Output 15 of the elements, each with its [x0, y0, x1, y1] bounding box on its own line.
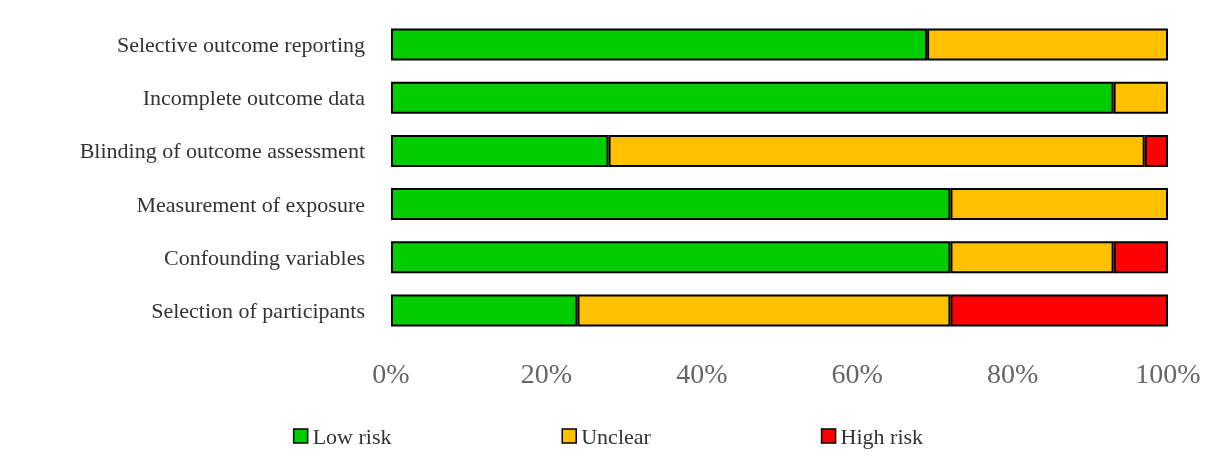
x-tick-label: 0% [372, 357, 410, 389]
y-tick-label: Selective outcome reporting [116, 32, 365, 58]
x-tick-label: 60% [831, 357, 883, 389]
x-tick-label: 20% [520, 357, 573, 389]
legend-label: High risk [840, 423, 924, 449]
legend-label: Unclear [581, 423, 652, 449]
legend-label: Low risk [312, 423, 392, 449]
y-tick-label: Selection of participants [151, 297, 365, 323]
x-tick-label: 100% [1135, 357, 1201, 389]
y-tick-label: Incomplete outcome data [142, 85, 366, 111]
x-tick-label: 80% [986, 357, 1039, 389]
y-tick-label: Measurement of exposure [136, 191, 365, 217]
y-tick-label: Blinding of outcome assessment [79, 138, 365, 164]
x-tick-label: 40% [676, 357, 728, 389]
y-tick-label: Confounding variables [163, 244, 365, 270]
